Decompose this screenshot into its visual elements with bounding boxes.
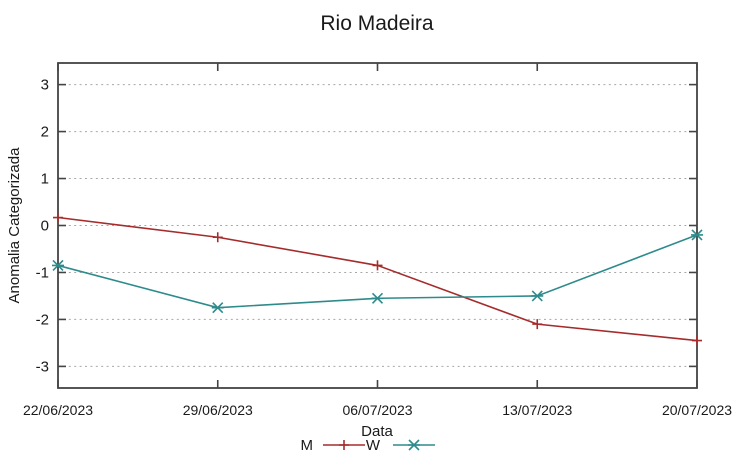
series-point-M xyxy=(692,335,702,346)
x-tick-label: 06/07/2023 xyxy=(342,402,412,418)
legend-marker-M xyxy=(339,440,349,450)
legend-label-W: W xyxy=(366,437,381,454)
x-tick-label: 20/07/2023 xyxy=(662,402,732,418)
series-line-W xyxy=(57,234,698,309)
y-tick-label: 2 xyxy=(41,124,49,141)
series-point-M xyxy=(532,319,543,330)
y-tick-label: -3 xyxy=(36,358,49,375)
y-tick-label: 1 xyxy=(41,171,49,188)
x-tick-label: 13/07/2023 xyxy=(502,402,572,418)
y-tick-label: 3 xyxy=(41,77,49,94)
plot-frame xyxy=(57,62,698,389)
y-tick-label: -1 xyxy=(36,264,49,281)
legend-marker-W xyxy=(408,439,420,451)
series-line-M xyxy=(57,216,698,342)
series-point-W xyxy=(52,259,64,271)
x-tick-label: 29/06/2023 xyxy=(183,402,253,418)
series-point-W xyxy=(691,229,703,241)
y-axis-label: Anomalia Categorizada xyxy=(6,147,23,304)
x-tick-label: 22/06/2023 xyxy=(23,402,93,418)
series-point-M xyxy=(212,232,223,243)
y-tick-label: -2 xyxy=(36,311,49,328)
chart-title: Rio Madeira xyxy=(320,12,434,35)
series-point-M xyxy=(372,260,383,271)
series-point-W xyxy=(531,290,544,302)
series-point-W xyxy=(211,302,224,314)
legend-label-M: M xyxy=(301,437,314,454)
series-point-M xyxy=(53,212,63,223)
series-point-W xyxy=(371,292,384,304)
x-axis-label: Data xyxy=(361,423,393,440)
plot-area: 3 2 1 0 -1 -2 -3 22/06/2023 29/06/2023 06/07/2023… xyxy=(23,62,732,454)
y-tick-label: 0 xyxy=(41,218,49,235)
